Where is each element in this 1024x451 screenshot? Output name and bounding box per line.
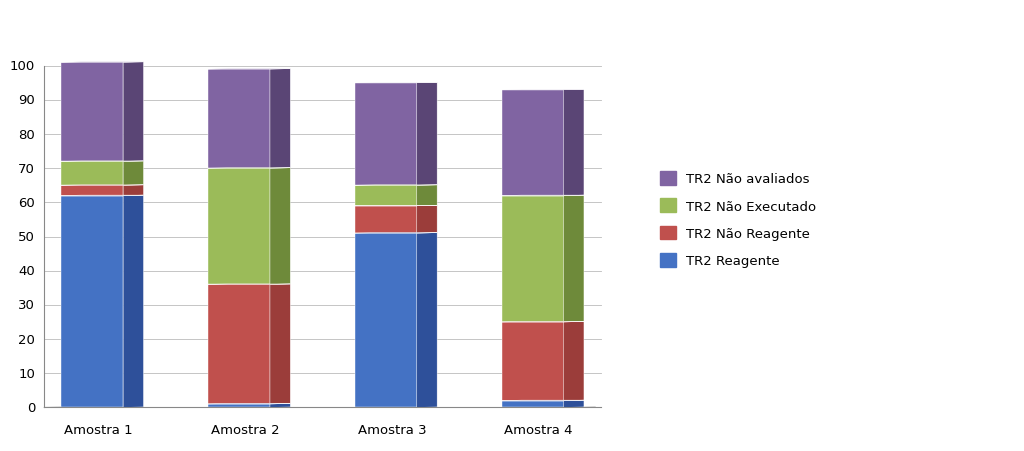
Polygon shape — [61, 196, 123, 407]
Text: Amostra 4: Amostra 4 — [505, 423, 572, 436]
Polygon shape — [61, 186, 123, 196]
Polygon shape — [417, 185, 437, 206]
Text: Amostra 2: Amostra 2 — [211, 423, 280, 436]
Polygon shape — [502, 322, 563, 400]
Polygon shape — [563, 90, 584, 196]
Text: 20: 20 — [18, 333, 35, 346]
Text: 100: 100 — [10, 60, 35, 73]
Polygon shape — [354, 206, 417, 234]
Polygon shape — [354, 234, 417, 407]
Polygon shape — [208, 70, 270, 169]
Polygon shape — [270, 168, 291, 285]
Polygon shape — [61, 63, 123, 162]
Polygon shape — [123, 161, 143, 186]
Text: 70: 70 — [18, 162, 35, 175]
Polygon shape — [208, 169, 270, 285]
Polygon shape — [123, 63, 143, 162]
Text: Amostra 1: Amostra 1 — [63, 423, 132, 436]
Polygon shape — [123, 196, 143, 407]
Text: 90: 90 — [18, 94, 35, 107]
Text: 80: 80 — [18, 128, 35, 141]
Polygon shape — [563, 322, 584, 400]
Text: 30: 30 — [18, 299, 35, 312]
Polygon shape — [417, 206, 437, 234]
Text: 0: 0 — [27, 401, 35, 414]
Polygon shape — [417, 83, 437, 186]
Polygon shape — [502, 196, 563, 322]
Legend: TR2 Não avaliados, TR2 Não Executado, TR2 Não Reagente, TR2 Reagente: TR2 Não avaliados, TR2 Não Executado, TR… — [653, 165, 823, 275]
Polygon shape — [123, 185, 143, 196]
Polygon shape — [502, 400, 563, 407]
Text: 60: 60 — [18, 196, 35, 209]
Polygon shape — [208, 285, 270, 404]
Polygon shape — [563, 196, 584, 322]
Polygon shape — [270, 69, 291, 169]
Polygon shape — [61, 162, 123, 186]
Polygon shape — [354, 83, 417, 186]
Polygon shape — [270, 404, 291, 407]
Text: 50: 50 — [18, 230, 35, 244]
Polygon shape — [417, 233, 437, 407]
Polygon shape — [208, 404, 270, 407]
Polygon shape — [502, 90, 563, 196]
Text: Amostra 3: Amostra 3 — [357, 423, 426, 436]
Polygon shape — [563, 400, 584, 407]
Text: 10: 10 — [18, 367, 35, 380]
Text: 40: 40 — [18, 265, 35, 277]
Polygon shape — [270, 284, 291, 404]
Polygon shape — [354, 186, 417, 206]
